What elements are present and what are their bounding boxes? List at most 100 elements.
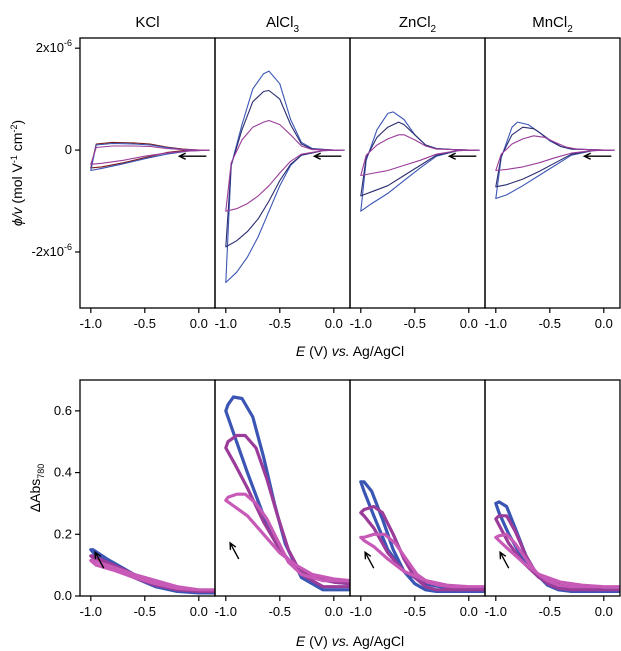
top-y-label-sup: -1 <box>9 155 19 163</box>
top-panel-frame <box>349 37 486 309</box>
top-series-line <box>360 121 480 197</box>
bottom-x-tick-label: -0.5 <box>539 604 561 619</box>
bottom-y-tick-text: 0.4 <box>54 465 72 480</box>
bottom-y-label-main: ΔAbs <box>27 479 43 512</box>
top-panel-frame <box>214 37 351 309</box>
panel-title: ZnCl2 <box>399 14 437 35</box>
top-y-tick-label: 2x10-6 <box>36 38 72 55</box>
bottom-x-label-ref: Ag/AgCl <box>350 633 404 649</box>
top-x-tick-label: -1.0 <box>485 316 507 331</box>
top-panel-4: -1.0 -0.5 0.0 <box>484 37 621 331</box>
top-series-line <box>495 135 615 172</box>
bottom-x-tick-label: -1.0 <box>215 604 237 619</box>
panel-title-subscript: 3 <box>293 24 299 35</box>
top-y-label-end: ) <box>9 120 25 125</box>
top-x-tick-label: 0.0 <box>190 316 208 331</box>
top-x-tick-label: 0.0 <box>460 316 478 331</box>
top-y-label-main: ϕ/v <box>9 206 25 226</box>
top-series-line <box>225 119 345 212</box>
bottom-sweep-arrow <box>364 551 375 569</box>
bottom-x-label-vs: vs. <box>332 633 350 649</box>
top-x-axis-label: E (V) vs. Ag/AgCl <box>296 343 404 359</box>
bottom-panel-frame <box>214 379 351 597</box>
bottom-y-tick-text: 0.6 <box>54 403 72 418</box>
bottom-x-tick-label: -0.5 <box>134 604 156 619</box>
top-y-tick-exponent: -6 <box>64 242 72 252</box>
bottom-y-tick-label: 0.0 <box>54 588 72 603</box>
top-panel-2: -1.0 -0.5 0.0 <box>214 37 351 331</box>
top-series-group <box>90 141 210 172</box>
bottom-series-line <box>494 532 620 589</box>
top-y-label-sup: -2 <box>9 125 19 133</box>
panel-title-text: MnCl <box>532 14 567 31</box>
top-x-tick-label: -0.5 <box>539 316 561 331</box>
bottom-x-tick-label: 0.0 <box>460 604 478 619</box>
bottom-y-label-sub: 780 <box>36 464 46 479</box>
bottom-x-tick-label: 0.0 <box>325 604 343 619</box>
bottom-series-group <box>224 395 350 592</box>
top-series-group <box>225 70 345 284</box>
top-y-tick-label: -2x10-6 <box>31 242 72 259</box>
bottom-x-label-unit: (V) <box>305 633 331 649</box>
top-series-line <box>225 70 345 284</box>
bottom-sweep-arrow-head <box>364 550 372 560</box>
bottom-y-tick-label: 0.6 <box>54 403 72 418</box>
top-series-line <box>90 142 210 172</box>
panel-title-subscript: 2 <box>431 24 437 35</box>
bottom-series-group <box>359 480 485 593</box>
top-x-tick-label: -1.0 <box>350 316 372 331</box>
top-x-tick-label: -0.5 <box>134 316 156 331</box>
top-x-label-ref: Ag/AgCl <box>350 343 404 359</box>
top-sweep-arrow-head <box>312 152 321 160</box>
top-x-label-vs: vs. <box>332 343 350 359</box>
bottom-series-line <box>89 548 215 595</box>
top-y-label-unit: (mol V <box>9 162 25 207</box>
top-y-label-mid: cm <box>9 133 25 156</box>
top-panel-3: -1.0 -0.5 0.0 <box>349 37 486 331</box>
panel-title: KCl <box>135 14 159 31</box>
bottom-series-group <box>494 500 620 593</box>
top-x-tick-label: 0.0 <box>325 316 343 331</box>
bottom-x-label-var: E <box>296 633 306 649</box>
top-sweep-arrow-head <box>177 152 186 160</box>
bottom-sweep-arrow <box>229 542 240 560</box>
top-x-tick-label: -1.0 <box>80 316 102 331</box>
top-series-line <box>360 111 480 212</box>
bottom-y-tick-label: 0.2 <box>54 526 72 541</box>
top-sweep-arrow-head <box>447 152 456 160</box>
bottom-series-line <box>494 500 620 593</box>
bottom-y-tick-text: 0.2 <box>54 526 72 541</box>
bottom-sweep-arrow-head <box>229 541 237 550</box>
top-y-tick-text: 2x10 <box>36 40 64 55</box>
top-x-tick-label: -0.5 <box>404 316 426 331</box>
top-x-label-var: E <box>296 343 306 359</box>
bottom-x-tick-label: -0.5 <box>404 604 426 619</box>
bottom-sweep-arrow <box>94 551 105 569</box>
bottom-series-line <box>359 532 485 589</box>
top-y-tick-text: -2x10 <box>31 244 64 259</box>
top-y-tick-exponent: -6 <box>64 38 72 48</box>
panel-title-text: AlCl <box>266 14 294 31</box>
bottom-sweep-arrow-head <box>499 550 507 560</box>
bottom-y-tick-text: 0.0 <box>54 588 72 603</box>
top-series-group <box>360 111 480 212</box>
bottom-x-tick-label: -1.0 <box>80 604 102 619</box>
bottom-series-group <box>89 548 215 595</box>
top-y-axis-label: ϕ/v (mol V-1 cm-2) <box>9 120 25 226</box>
bottom-panel-frame <box>484 379 621 597</box>
bottom-series-line <box>224 492 350 583</box>
top-y-tick-label: 0 <box>65 142 72 157</box>
bottom-x-tick-label: -1.0 <box>485 604 507 619</box>
top-panel-frame <box>79 37 216 309</box>
bottom-panel-2: -1.0 -0.5 0.0 <box>214 379 351 619</box>
bottom-panel-3: -1.0 -0.5 0.0 <box>349 379 486 619</box>
top-series-line <box>360 134 480 177</box>
top-series-line <box>90 145 210 165</box>
bottom-x-tick-label: -0.5 <box>269 604 291 619</box>
top-y-tick-text: 0 <box>65 142 72 157</box>
bottom-x-tick-label: 0.0 <box>190 604 208 619</box>
top-panel-frame <box>484 37 621 309</box>
bottom-panel-1: -1.0 -0.5 0.0 0.0 0.2 0.4 0.6 <box>54 379 216 619</box>
